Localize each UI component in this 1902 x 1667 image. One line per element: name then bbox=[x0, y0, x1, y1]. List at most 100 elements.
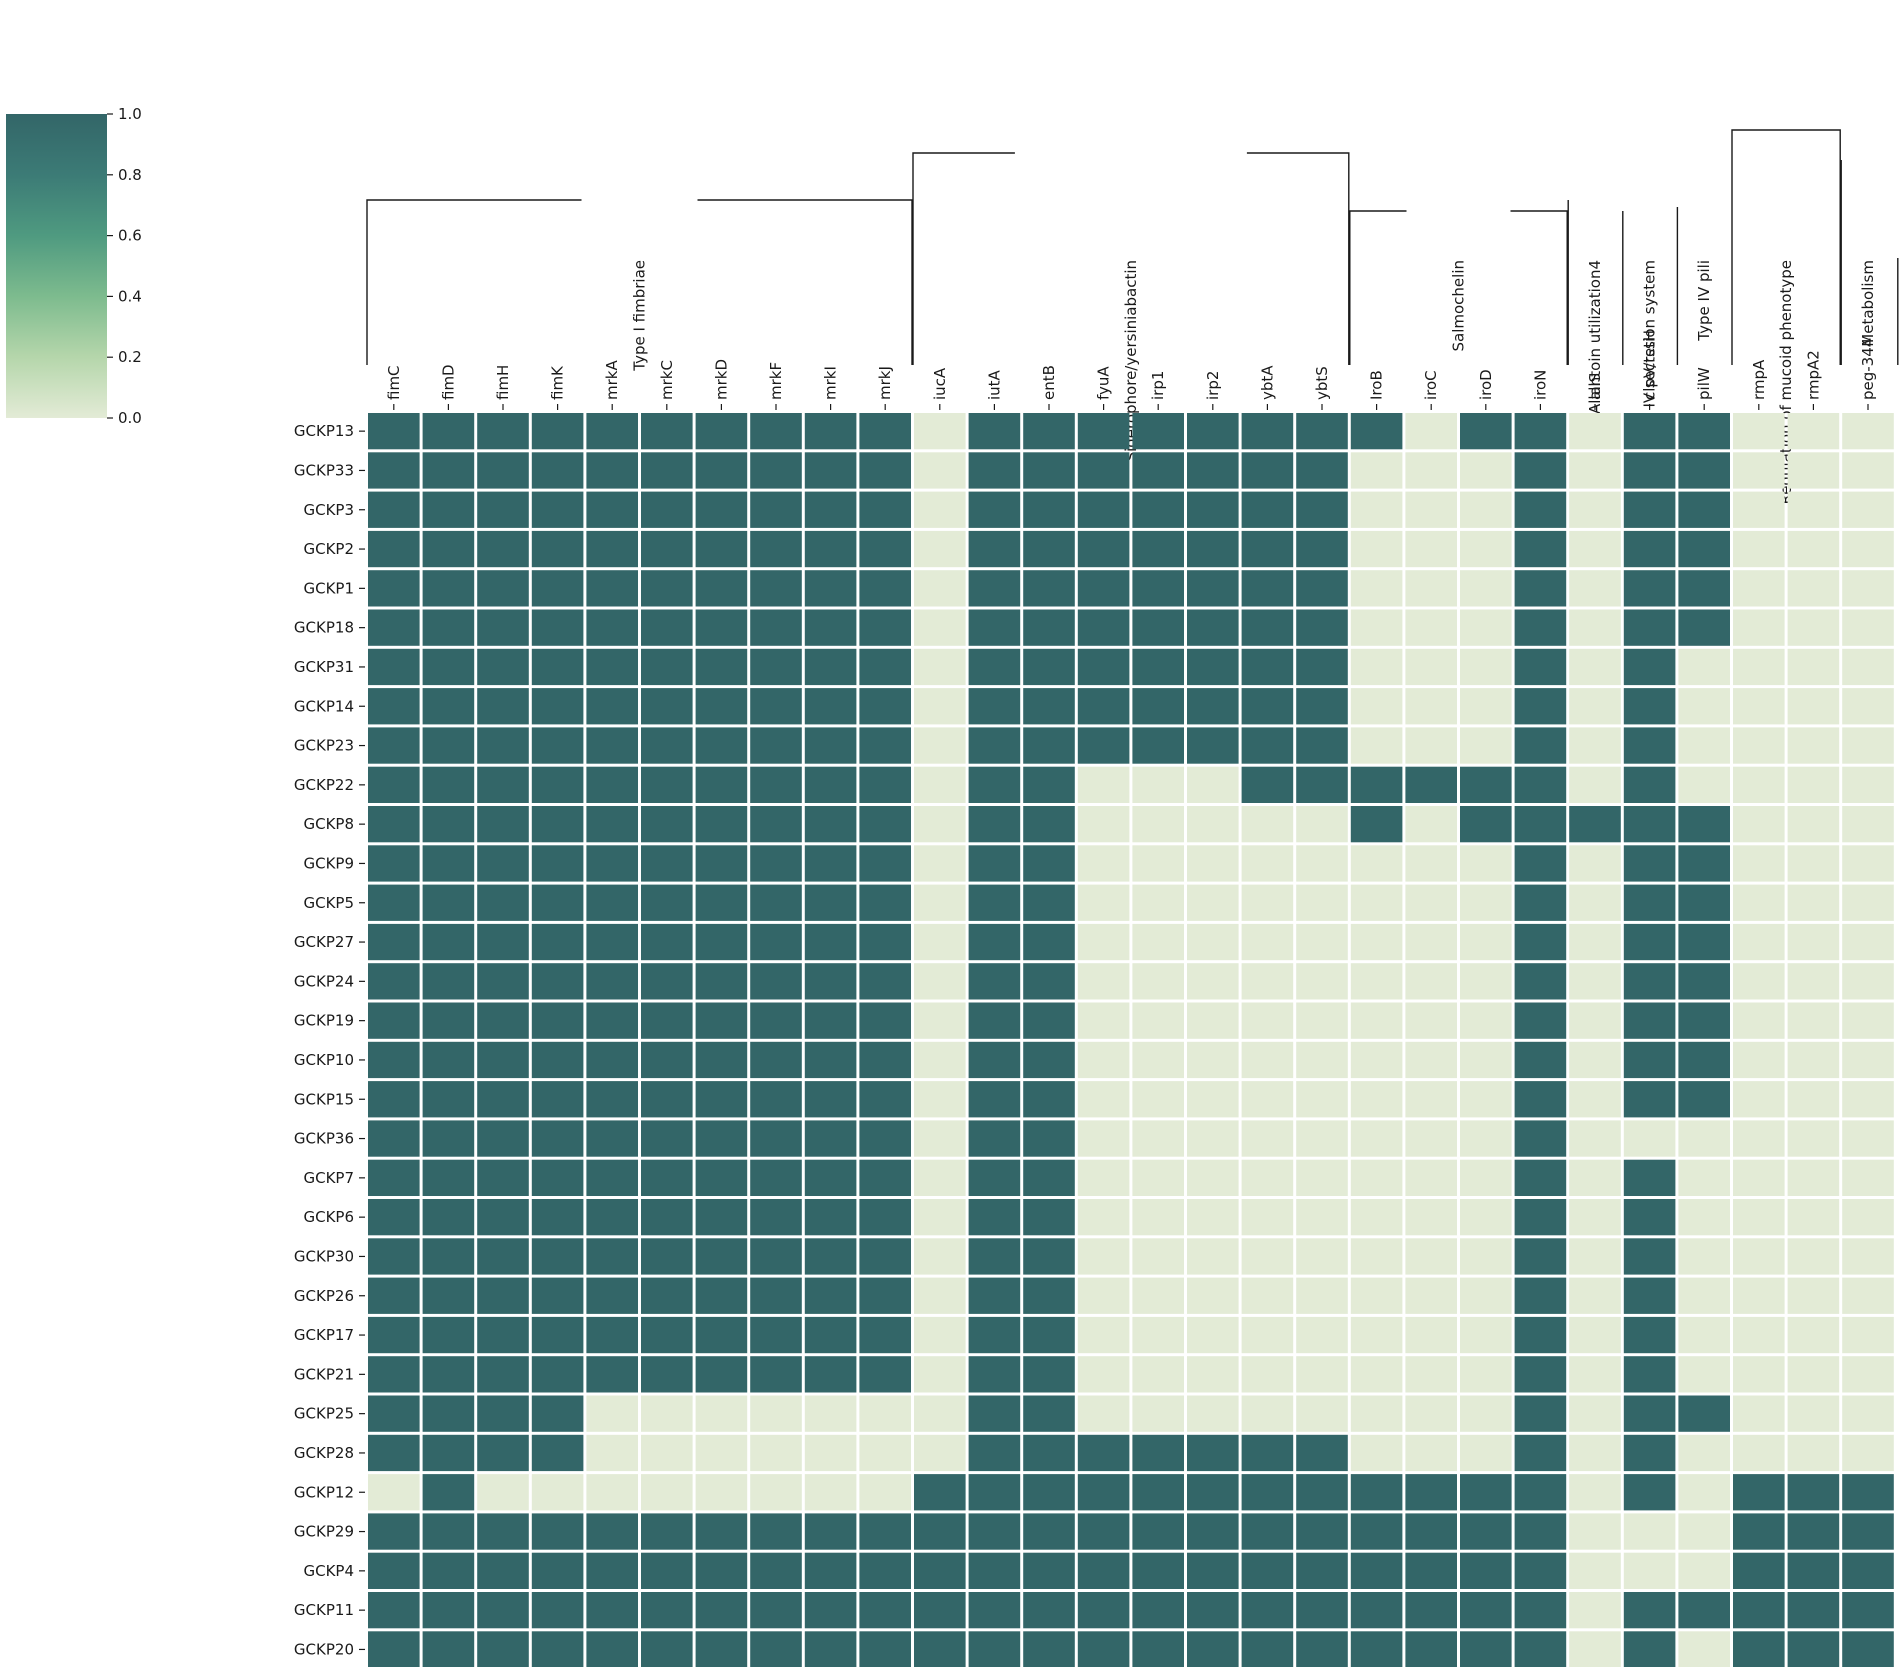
row-label: GCKP20 bbox=[294, 1640, 354, 1658]
cell-GCKP36-irp1 bbox=[1132, 1120, 1184, 1157]
cell-GCKP6-IroB bbox=[1350, 1199, 1403, 1236]
colorbar-bar bbox=[6, 114, 107, 418]
cell-GCKP33-mrkJ bbox=[859, 452, 911, 489]
cell-GCKP33-mrkF bbox=[750, 452, 802, 489]
cell-GCKP1-fimD bbox=[422, 570, 475, 607]
cell-GCKP12-rmpA bbox=[1733, 1474, 1785, 1511]
cell-GCKP18-entB bbox=[1023, 609, 1075, 646]
cell-GCKP13-fimC bbox=[368, 413, 420, 450]
cell-GCKP33-IroB bbox=[1350, 452, 1403, 489]
cell-GCKP5-fimC bbox=[368, 884, 420, 921]
cell-GCKP9-mrkI bbox=[804, 845, 857, 882]
row-label: GCKP15 bbox=[294, 1090, 354, 1108]
cell-GCKP6-mrkC bbox=[641, 1199, 693, 1236]
row-label: GCKP28 bbox=[294, 1444, 354, 1462]
cell-GCKP12-irp1 bbox=[1132, 1474, 1184, 1511]
cell-GCKP4-mrkC bbox=[641, 1552, 693, 1589]
cell-GCKP10-entB bbox=[1023, 1041, 1075, 1079]
colorbar-tick-label: 0.4 bbox=[118, 287, 142, 305]
cell-GCKP25-fimD bbox=[422, 1395, 475, 1432]
cell-GCKP31-iroC bbox=[1405, 648, 1457, 686]
cell-GCKP13-iutA bbox=[968, 413, 1021, 450]
row-label: GCKP22 bbox=[294, 776, 354, 794]
cell-GCKP25-fimC bbox=[368, 1395, 420, 1432]
cell-GCKP1-fimC bbox=[368, 570, 420, 607]
cell-GCKP9-ybtS bbox=[1296, 845, 1348, 882]
cell-GCKP23-fimK bbox=[531, 727, 584, 764]
cell-GCKP30-entB bbox=[1023, 1238, 1075, 1275]
cell-GCKP29-irp2 bbox=[1187, 1513, 1239, 1550]
cell-GCKP19-pilW bbox=[1678, 1002, 1730, 1039]
cell-GCKP19-iroN bbox=[1514, 1002, 1567, 1039]
cell-GCKP21-ybtS bbox=[1296, 1356, 1348, 1393]
cell-GCKP29-fimK bbox=[531, 1513, 584, 1550]
cell-GCKP25-mrkI bbox=[804, 1395, 857, 1432]
cell-GCKP15-mrkJ bbox=[859, 1081, 911, 1118]
cell-GCKP31-IroB bbox=[1350, 648, 1403, 686]
cell-GCKP36-iroN bbox=[1514, 1120, 1567, 1157]
cell-GCKP26-fimC bbox=[368, 1277, 420, 1314]
cell-GCKP2-fyuA bbox=[1077, 530, 1130, 568]
cell-GCKP1-ybtA bbox=[1241, 570, 1294, 607]
cell-GCKP10-iroN bbox=[1514, 1041, 1567, 1079]
cell-GCKP6-iutA bbox=[968, 1199, 1021, 1236]
cell-GCKP31-fimH bbox=[477, 648, 529, 686]
cell-GCKP4-ybtS bbox=[1296, 1552, 1348, 1589]
cell-GCKP22-mrkA bbox=[586, 766, 638, 803]
row-label: GCKP31 bbox=[294, 658, 354, 676]
cell-GCKP3-mrkA bbox=[586, 491, 638, 528]
cell-GCKP31-fimK bbox=[531, 648, 584, 686]
cell-GCKP26-mrkI bbox=[804, 1277, 857, 1314]
cell-GCKP1-rmpA bbox=[1733, 570, 1785, 607]
cell-GCKP13-rmpA bbox=[1733, 413, 1785, 450]
cell-GCKP2-mrkA bbox=[586, 530, 638, 568]
cell-GCKP27-IroB bbox=[1350, 923, 1403, 961]
cell-GCKP8-fimK bbox=[531, 806, 584, 843]
cell-GCKP36-mrkD bbox=[695, 1120, 748, 1157]
cell-GCKP31-iucA bbox=[914, 648, 966, 686]
row-label: GCKP27 bbox=[294, 933, 354, 951]
cell-GCKP24-ybtA bbox=[1241, 963, 1294, 1000]
cell-GCKP18-fimK bbox=[531, 609, 584, 646]
cell-GCKP21-fyuA bbox=[1077, 1356, 1130, 1393]
cell-GCKP10-fimC bbox=[368, 1041, 420, 1079]
cell-GCKP2-mrkF bbox=[750, 530, 802, 568]
cell-GCKP17-ybtS bbox=[1296, 1316, 1348, 1354]
cell-GCKP26-iroC bbox=[1405, 1277, 1457, 1314]
cell-GCKP14-iroC bbox=[1405, 688, 1457, 725]
cell-GCKP14-mrkD bbox=[695, 688, 748, 725]
cell-GCKP10-fimH bbox=[477, 1041, 529, 1079]
cell-GCKP14-rmpA2 bbox=[1787, 688, 1840, 725]
cell-GCKP21-iroC bbox=[1405, 1356, 1457, 1393]
cell-GCKP20-iucA bbox=[914, 1631, 966, 1667]
cell-GCKP1-iroC bbox=[1405, 570, 1457, 607]
cell-GCKP36-iroD bbox=[1460, 1120, 1512, 1157]
cell-GCKP7-IroB bbox=[1350, 1159, 1403, 1196]
cell-GCKP23-ybtA bbox=[1241, 727, 1294, 764]
cell-GCKP6-mrkF bbox=[750, 1199, 802, 1236]
cell-GCKP14-entB bbox=[1023, 688, 1075, 725]
cell-GCKP14-ybtA bbox=[1241, 688, 1294, 725]
col-label: rmpA bbox=[1750, 359, 1768, 400]
cell-GCKP29-fyuA bbox=[1077, 1513, 1130, 1550]
cell-GCKP8-mrkA bbox=[586, 806, 638, 843]
cell-GCKP18-mrkD bbox=[695, 609, 748, 646]
cell-GCKP5-IroB bbox=[1350, 884, 1403, 921]
cell-GCKP18-irp2 bbox=[1187, 609, 1239, 646]
cell-GCKP36-IroB bbox=[1350, 1120, 1403, 1157]
cell-GCKP29-rmpA2 bbox=[1787, 1513, 1840, 1550]
cell-GCKP14-fimK bbox=[531, 688, 584, 725]
cell-GCKP30-mrkD bbox=[695, 1238, 748, 1275]
cell-GCKP27-ybtS bbox=[1296, 923, 1348, 961]
cell-GCKP5-iucA bbox=[914, 884, 966, 921]
cell-GCKP10-irp1 bbox=[1132, 1041, 1184, 1079]
cell-GCKP11-ybtS bbox=[1296, 1592, 1348, 1629]
cell-GCKP25-clpV/tssH bbox=[1623, 1395, 1676, 1432]
cell-GCKP20-iroD bbox=[1460, 1631, 1512, 1667]
row-label: GCKP12 bbox=[294, 1483, 354, 1501]
cell-GCKP5-iroC bbox=[1405, 884, 1457, 921]
cell-GCKP19-fimH bbox=[477, 1002, 529, 1039]
cell-GCKP1-iucA bbox=[914, 570, 966, 607]
cell-GCKP2-allS bbox=[1569, 530, 1621, 568]
cell-GCKP22-irp2 bbox=[1187, 766, 1239, 803]
